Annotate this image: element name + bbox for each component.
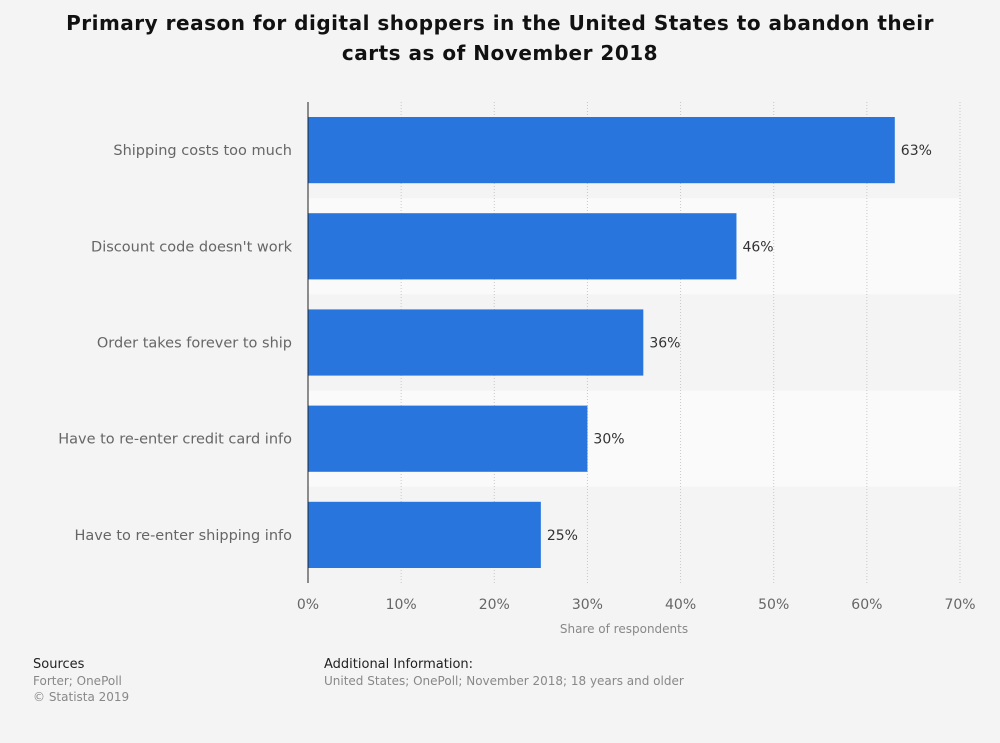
copyright: © Statista 2019 [33, 690, 130, 704]
category-label: Order takes forever to ship [97, 336, 292, 352]
category-label: Have to re-enter shipping info [74, 528, 292, 544]
data-label: 25% [547, 528, 578, 544]
bar[interactable] [308, 309, 644, 376]
bar[interactable] [308, 501, 541, 568]
x-tick-label: 50% [758, 597, 789, 613]
x-tick-label: 40% [665, 597, 696, 613]
data-label: 46% [742, 239, 773, 255]
x-tick-label: 20% [479, 597, 510, 613]
additional-info-title: Additional Information: [324, 657, 474, 672]
bar[interactable] [308, 117, 895, 184]
data-label: 30% [593, 432, 624, 448]
x-axis-title: Share of respondents [560, 622, 688, 636]
chart-title: Primary reason for digital shoppers in t… [66, 11, 934, 65]
additional-info-text: United States; OnePoll; November 2018; 1… [324, 674, 684, 688]
data-label: 36% [649, 336, 680, 352]
x-tick-label: 10% [386, 597, 417, 613]
bar[interactable] [308, 405, 588, 472]
sources-text[interactable]: Forter; OnePoll [33, 674, 122, 688]
x-tick-label: 60% [851, 597, 882, 613]
category-label: Discount code doesn't work [91, 239, 293, 255]
x-tick-label: 0% [297, 597, 319, 613]
x-tick-label: 30% [572, 597, 603, 613]
sources-block: Sources Forter; OnePoll © Statista 2019 [33, 657, 129, 705]
additional-info-block: Additional Information: United States; O… [324, 657, 684, 689]
category-label: Shipping costs too much [113, 143, 292, 159]
data-label: 63% [901, 143, 932, 159]
sources-title: Sources [33, 657, 85, 672]
category-label: Have to re-enter credit card info [58, 432, 292, 448]
x-tick-label: 70% [944, 597, 975, 613]
bar[interactable] [308, 213, 737, 280]
